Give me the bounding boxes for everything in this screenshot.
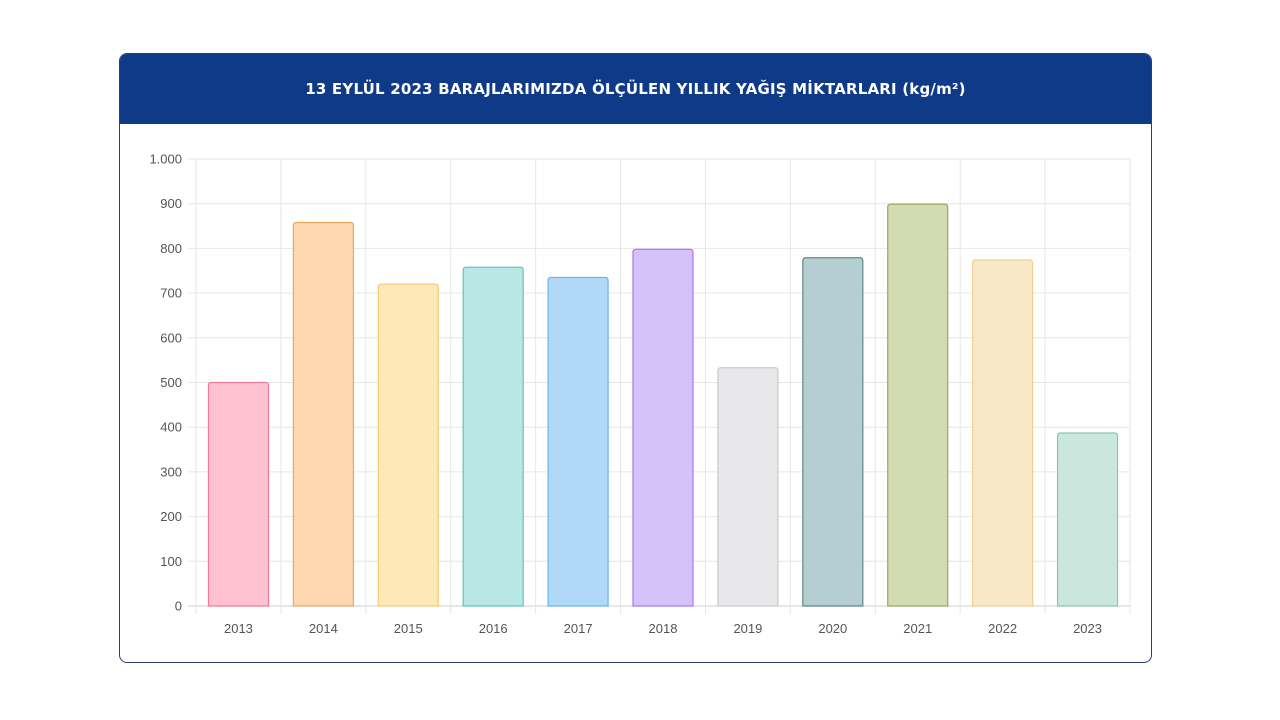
bar-2013[interactable] [207, 381, 270, 607]
y-tick-label: 600 [160, 330, 182, 345]
x-tick-label: 2016 [479, 621, 508, 636]
x-tick-label: 2018 [649, 621, 678, 636]
bar-2016[interactable] [462, 266, 524, 607]
y-tick-label: 900 [160, 196, 182, 211]
chart-card: 13 EYLÜL 2023 BARAJLARIMIZDA ÖLÇÜLEN YIL… [119, 53, 1152, 663]
x-tick-label: 2017 [564, 621, 593, 636]
x-tick-label: 2021 [903, 621, 932, 636]
x-tick-label: 2023 [1073, 621, 1102, 636]
x-tick-label: 2013 [224, 621, 253, 636]
y-tick-label: 500 [160, 375, 182, 390]
bar-2017[interactable] [547, 276, 609, 607]
y-tick-label: 300 [160, 464, 182, 479]
chart-title: 13 EYLÜL 2023 BARAJLARIMIZDA ÖLÇÜLEN YIL… [305, 80, 966, 98]
x-tick-label: 2015 [394, 621, 423, 636]
bar-2023[interactable] [1056, 432, 1119, 607]
y-tick-label: 0 [175, 599, 182, 614]
x-axis-ticks: 2013 2014 2015 2016 2017 2018 2019 2020 2021 2022… [224, 621, 1102, 636]
y-tick-label: 800 [160, 241, 182, 256]
x-tick-label: 2014 [309, 621, 338, 636]
bars [207, 203, 1119, 607]
x-tick-label: 2022 [988, 621, 1017, 636]
bar-2019[interactable] [717, 367, 779, 607]
y-tick-label: 100 [160, 554, 182, 569]
y-axis-ticks: 0 100 200 300 400 500 600 700 800 900 1.000 [149, 152, 182, 614]
bar-2015[interactable] [377, 283, 439, 607]
y-tick-label: 400 [160, 420, 182, 435]
bar-2020[interactable] [802, 257, 864, 607]
y-tick-label: 200 [160, 509, 182, 524]
bar-2022[interactable] [972, 259, 1034, 607]
bar-2014[interactable] [292, 221, 354, 607]
bar-2018[interactable] [632, 248, 694, 607]
bar-2021[interactable] [887, 203, 949, 607]
y-tick-label: 700 [160, 286, 182, 301]
x-tick-label: 2020 [818, 621, 847, 636]
chart-header: 13 EYLÜL 2023 BARAJLARIMIZDA ÖLÇÜLEN YIL… [120, 54, 1151, 124]
x-tick-label: 2019 [733, 621, 762, 636]
y-tick-label: 1.000 [149, 152, 182, 167]
